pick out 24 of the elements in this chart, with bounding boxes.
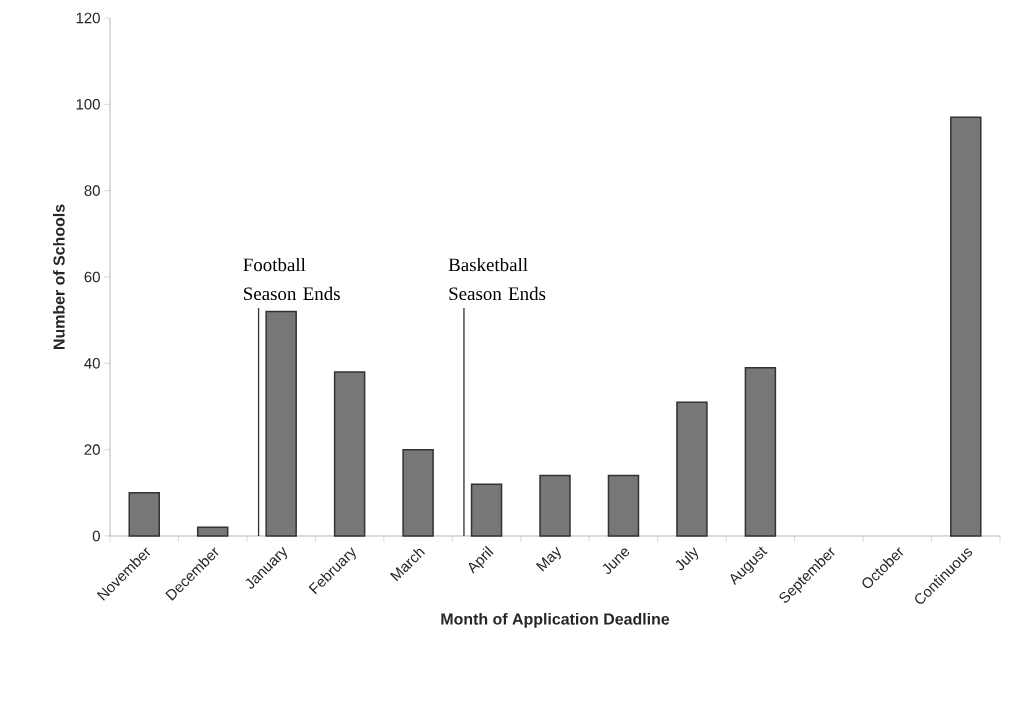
y-tick-label: 20 xyxy=(84,444,100,455)
y-tick-label: 100 xyxy=(76,99,100,110)
ref-line-label: Football Season Ends xyxy=(243,257,340,301)
bar xyxy=(744,366,777,537)
x-tick-label: July xyxy=(675,547,699,571)
ref-line-label: Basketball Season Ends xyxy=(448,257,546,301)
y-axis-title: Number of Schools xyxy=(53,204,65,349)
y-tick-label: 60 xyxy=(84,271,100,283)
y-tick-label: 0 xyxy=(92,530,100,542)
y-tick-label: 80 xyxy=(84,185,100,196)
bar xyxy=(607,474,640,537)
x-tick-label: May xyxy=(535,546,561,572)
bar xyxy=(265,310,297,537)
bar xyxy=(333,371,366,537)
bar xyxy=(950,116,982,537)
bar xyxy=(196,526,229,537)
bar xyxy=(470,483,503,537)
x-axis-title: Month of Application Deadline xyxy=(441,612,670,628)
bar xyxy=(402,448,434,537)
y-tick-label: 120 xyxy=(76,12,100,24)
y-tick-label: 40 xyxy=(84,358,100,369)
bar xyxy=(128,492,160,537)
bar xyxy=(676,401,708,537)
bar xyxy=(539,474,571,537)
